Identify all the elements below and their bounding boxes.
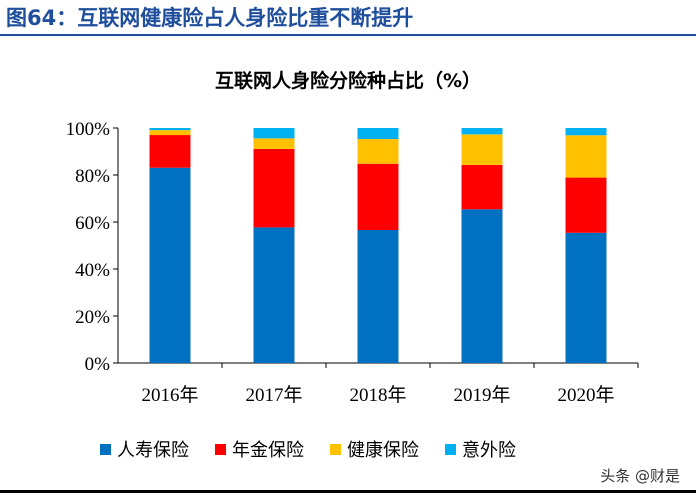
title-rule — [0, 34, 696, 36]
legend-label: 人寿保险 — [117, 440, 189, 461]
legend-swatch — [215, 443, 226, 455]
bar-2020年-意外险 — [565, 128, 607, 136]
x-tick-label: 2017年 — [245, 384, 302, 406]
bar-2019年-意外险 — [461, 128, 503, 135]
bar-2020年-年金保险 — [565, 177, 607, 233]
bar-2017年-年金保险 — [253, 148, 295, 228]
legend-label: 意外险 — [462, 440, 516, 461]
legend-swatch — [445, 443, 456, 455]
bar-2020年-人寿保险 — [565, 232, 607, 363]
legend-swatch — [100, 443, 111, 455]
y-tick-label: 60% — [75, 213, 110, 234]
bar-2018年-年金保险 — [357, 163, 399, 230]
y-tick-label: 20% — [75, 307, 110, 328]
y-tick-label: 0% — [85, 354, 111, 375]
bar-2016年-年金保险 — [149, 135, 191, 168]
legend-label: 年金保险 — [232, 440, 304, 461]
bar-2018年-健康保险 — [357, 139, 399, 164]
legend-swatch — [330, 443, 341, 455]
bar-2018年-人寿保险 — [357, 229, 399, 363]
x-tick-label: 2019年 — [453, 384, 510, 406]
bar-2020年-健康保险 — [565, 135, 607, 178]
bar-2016年-健康保险 — [149, 130, 191, 136]
legend-item: 健康保险 — [330, 436, 419, 462]
y-tick-label: 80% — [75, 166, 110, 187]
y-tick-label: 100% — [66, 119, 111, 140]
x-tick-label: 2016年 — [141, 384, 198, 406]
chart-title: 互联网人身险分险种占比（%） — [214, 70, 482, 92]
bottom-rule — [0, 490, 696, 493]
figure-title: 图64：互联网健康险占人身险比重不断提升 — [6, 6, 414, 30]
legend-label: 健康保险 — [347, 440, 419, 461]
bar-2019年-健康保险 — [461, 134, 503, 165]
y-tick-label: 40% — [75, 260, 110, 281]
legend: 人寿保险 年金保险 健康保险 意外险 — [100, 436, 516, 462]
bar-2017年-意外险 — [253, 128, 295, 139]
bar-2019年-人寿保险 — [461, 209, 503, 363]
x-tick-label: 2018年 — [349, 384, 406, 406]
legend-item: 意外险 — [445, 436, 516, 462]
bar-2016年-人寿保险 — [149, 167, 191, 363]
bar-2017年-人寿保险 — [253, 227, 295, 363]
legend-item: 人寿保险 — [100, 436, 189, 462]
bar-2018年-意外险 — [357, 128, 399, 140]
bar-2017年-健康保险 — [253, 138, 295, 149]
bar-2019年-年金保险 — [461, 164, 503, 210]
bar-2016年-意外险 — [149, 128, 191, 131]
watermark: 头条 @财是 — [600, 467, 680, 485]
x-tick-label: 2020年 — [557, 384, 614, 406]
legend-item: 年金保险 — [215, 436, 304, 462]
